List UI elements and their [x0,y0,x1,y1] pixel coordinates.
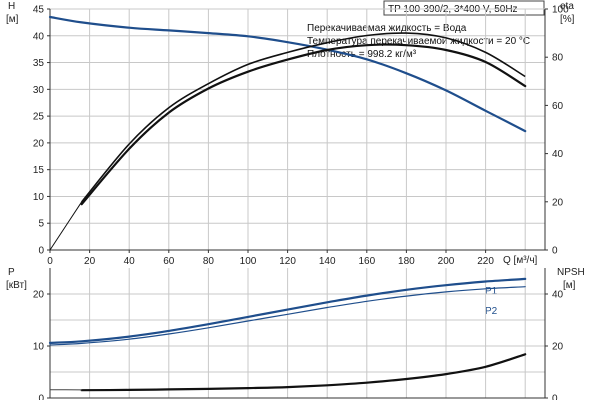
x-tick-label: 160 [358,256,375,267]
npsh-curve [80,353,527,392]
y-left-tick-label: 35 [33,58,45,69]
x-tick-label: 140 [319,256,336,267]
y-left-tick-label: 15 [33,165,45,176]
y-left-tick-label: 20 [33,290,45,301]
x-tick-label: 120 [279,256,296,267]
eta-extension-line [49,201,83,251]
q-axis-label: Q [м³/ч] [503,255,538,266]
y-left-tick-label: 45 [33,5,45,16]
head-curve [48,15,527,133]
info-line-1: Перекачиваемая жидкость = Вода [307,23,467,34]
y-left-tick-label: 30 [33,85,45,96]
legend-p2: P2 [485,306,498,317]
y-right-tick-label: 0 [552,394,558,400]
y-right-tick-label: 80 [552,53,564,64]
legend-p1: P1 [485,286,498,297]
y-left-tick-label: 5 [38,219,44,230]
x-tick-label: 200 [438,256,455,267]
npsh-axis-unit: [м] [563,280,576,291]
x-tick-label: 40 [124,256,136,267]
info-line-2: Температура перекачиваемой жидкости = 20… [307,36,530,47]
h-axis-label: H [8,1,15,12]
power-curve-p1 [48,277,527,344]
h-axis-unit: [м] [6,14,19,25]
x-tick-label: 100 [240,256,257,267]
y-right-tick-label: 0 [552,246,558,257]
x-tick-label: 0 [47,256,53,267]
y-left-tick-label: 10 [33,192,45,203]
y-left-tick-label: 40 [33,31,45,42]
y-left-tick-label: 20 [33,138,45,149]
y-left-tick-label: 0 [38,394,44,400]
eta-curve-outer [81,32,526,203]
p-axis-label: P [8,267,15,278]
x-tick-label: 220 [477,256,494,267]
x-tick-label: 180 [398,256,415,267]
x-tick-label: 20 [84,256,96,267]
npsh-axis-label: NPSH [557,267,585,278]
power-curve-p2 [49,286,526,346]
y-left-tick-label: 25 [33,112,45,123]
x-tick-label: 60 [163,256,175,267]
y-right-tick-label: 60 [552,101,564,112]
eta-curve [80,43,527,206]
y-left-tick-label: 0 [38,246,44,257]
eta-axis-unit: [%] [560,14,575,25]
y-right-tick-label: 40 [552,149,564,160]
y-right-tick-label: 20 [552,342,564,353]
info-line-3: Плотность = 998.2 кг/м³ [307,49,417,60]
y-right-tick-label: 40 [552,290,564,301]
p-axis-unit: [кВт] [6,280,27,291]
model-title-box [383,0,545,16]
eta-axis-label: eta [560,1,574,12]
y-right-tick-label: 20 [552,197,564,208]
x-tick-label: 80 [203,256,215,267]
y-right-tick-label: 100 [552,5,569,16]
y-left-tick-label: 10 [33,342,45,353]
